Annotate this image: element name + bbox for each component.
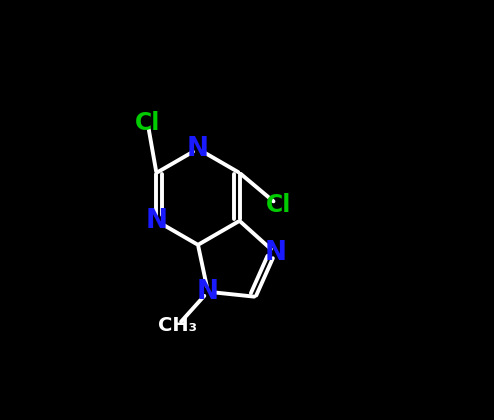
- Text: N: N: [197, 279, 219, 305]
- Text: Cl: Cl: [135, 111, 161, 135]
- Text: N: N: [264, 240, 286, 266]
- Text: Cl: Cl: [265, 193, 291, 217]
- Text: CH₃: CH₃: [158, 316, 197, 335]
- Text: N: N: [145, 208, 167, 234]
- Text: N: N: [187, 136, 209, 162]
